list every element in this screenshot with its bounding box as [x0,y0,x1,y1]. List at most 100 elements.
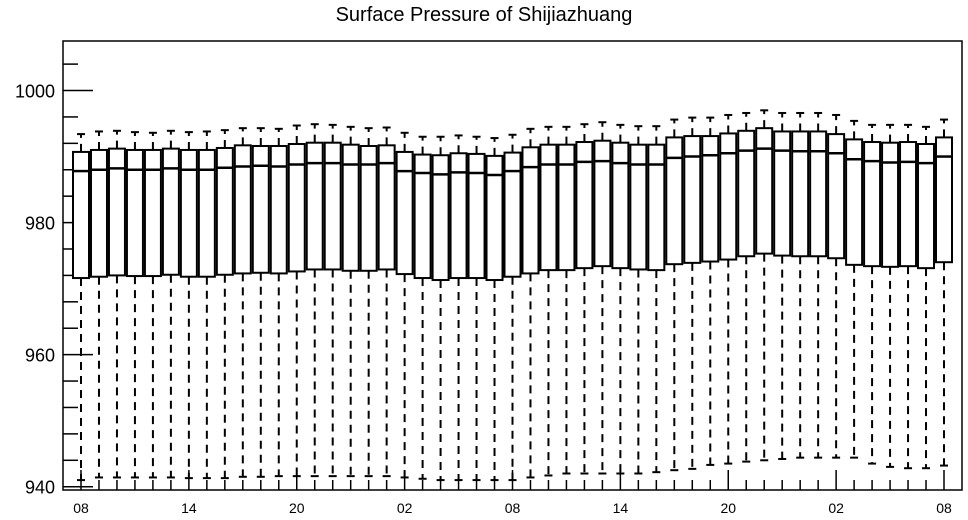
box [449,134,468,482]
box [413,135,432,480]
box [179,131,198,480]
box-body [215,146,234,276]
box [557,125,576,475]
box-body [665,136,684,266]
box [701,116,720,466]
box-body [791,130,810,258]
box-body [431,154,450,282]
box [773,111,792,460]
box-body [377,144,396,271]
box [521,127,540,479]
box-body [467,152,486,280]
box [395,131,414,479]
box-body [161,147,180,276]
box-body [72,150,90,280]
box-body [125,148,144,278]
box [485,137,504,482]
box-body [719,132,738,261]
box [377,126,396,478]
box [143,131,162,479]
box-body [485,154,504,282]
box [827,113,846,459]
box [251,127,270,478]
x-tick-label: 02 [397,500,413,516]
box [359,127,378,478]
x-tick-label: 08 [936,500,952,516]
box-body [755,127,774,255]
chart-title: Surface Pressure of Shijiazhuang [335,4,633,26]
box [431,135,450,482]
box [539,125,558,477]
box-body [917,143,936,270]
box-body [251,144,270,274]
box-body [359,144,378,272]
box-body [89,148,108,278]
box-body [845,138,864,266]
box [881,123,900,468]
box-body [557,143,576,272]
box-body [269,144,288,275]
box [629,125,648,475]
box [917,125,936,470]
box-body [287,143,306,273]
box-body [647,143,666,272]
box [503,133,522,482]
box-body [413,153,432,280]
box-body [899,141,918,268]
box [323,123,342,478]
box-body [323,141,342,271]
box-body [521,146,540,275]
x-tick-label: 20 [289,500,305,516]
x-tick-label: 02 [828,500,844,516]
box [72,133,90,482]
box-body [539,143,558,272]
box [575,123,594,475]
box [611,123,630,475]
box-body [629,143,648,271]
box [899,123,918,470]
box-body [449,152,468,280]
box-body [395,150,414,276]
y-tick-label: 1000 [15,82,55,102]
box-body [179,148,198,278]
box [791,111,810,459]
x-tick-label: 08 [73,500,89,516]
box-body [881,141,900,268]
box-body [341,143,360,272]
y-tick-label: 940 [25,478,55,498]
box [215,129,234,480]
y-tick-label: 960 [25,346,55,366]
box [125,131,144,479]
box-body [575,141,594,270]
x-axis: 08 14 20 02 08 14 20 02 08 [73,470,952,516]
x-tick-label: 20 [720,500,736,516]
box [305,123,324,478]
box [737,111,756,463]
box [269,127,288,478]
box-body [809,130,828,258]
box [683,116,702,470]
box [665,118,684,472]
box [161,129,180,479]
box-series [72,109,953,482]
y-tick-label: 980 [25,214,55,234]
box [467,135,486,482]
box [863,123,882,465]
box-body [107,147,126,277]
box-body [701,135,720,263]
box [107,129,126,479]
box-body [233,144,252,275]
box [647,125,666,474]
box-body [611,141,630,270]
box-body [737,129,756,258]
box [845,119,864,459]
box [935,118,953,467]
box [593,121,612,475]
box-body [683,135,702,264]
box [719,113,738,465]
box-body [863,141,882,268]
box-body [197,148,216,278]
x-tick-label: 08 [505,500,521,516]
